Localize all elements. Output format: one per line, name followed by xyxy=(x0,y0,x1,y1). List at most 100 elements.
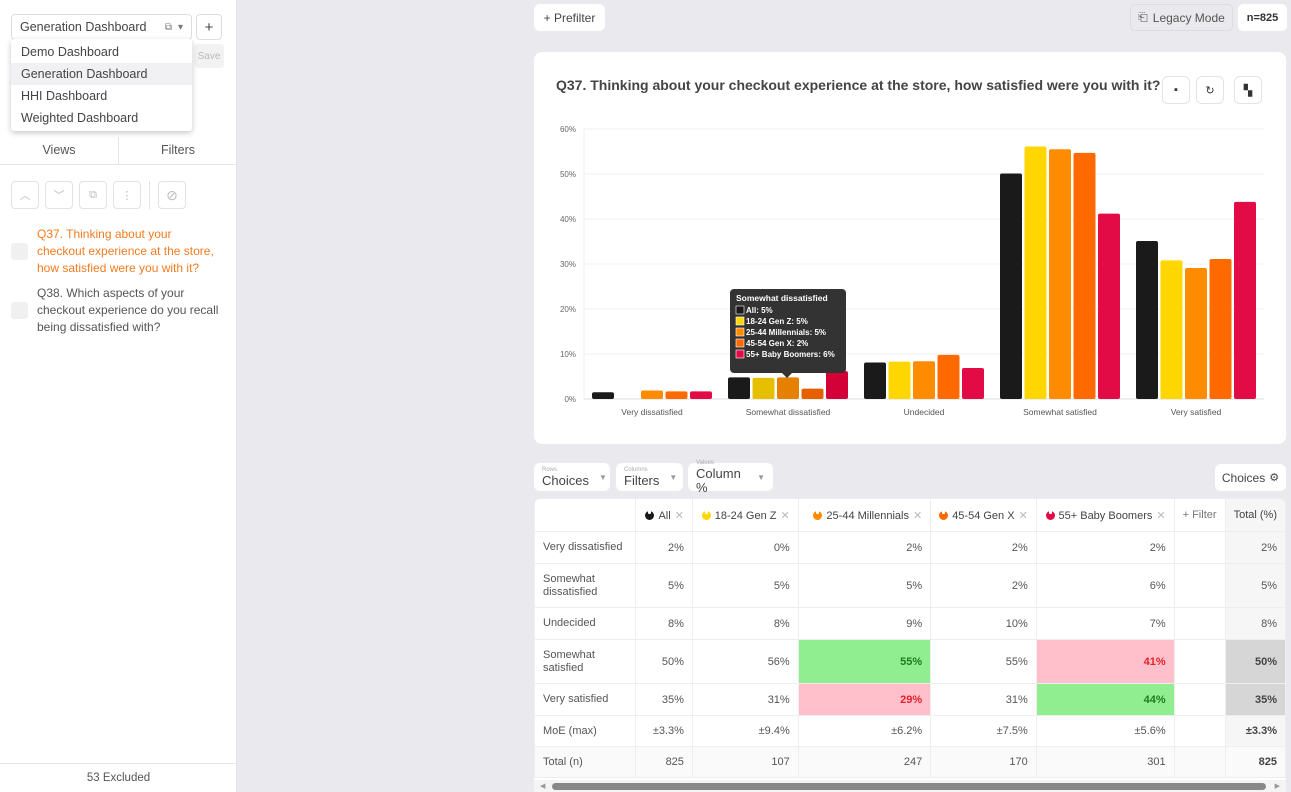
tooltip-swatch xyxy=(735,305,745,315)
column-header[interactable]: 18-24 Gen Z ✕ xyxy=(691,498,799,532)
tab-filters[interactable]: Filters xyxy=(160,143,196,157)
dashboard-option[interactable]: Demo Dashboard xyxy=(21,45,119,59)
column-header[interactable]: 45-54 Gen X ✕ xyxy=(930,498,1037,532)
row-label: Somewhat satisfied xyxy=(534,639,637,684)
remove-column-icon[interactable]: ✕ xyxy=(1018,509,1028,522)
table-cell: 41% xyxy=(1035,639,1175,684)
dashboard-option[interactable]: HHI Dashboard xyxy=(21,89,108,103)
dashboard-select[interactable]: Generation Dashboard ⧉ ▾ xyxy=(11,14,192,40)
remove-column-icon[interactable]: ✕ xyxy=(780,509,790,522)
crosstab-table: All ✕ 18-24 Gen Z ✕ 25-44 Millennials ✕ 45-54 … xyxy=(534,498,1286,778)
sidebar: Generation Dashboard ⧉ ▾ + Save Demo Das… xyxy=(0,0,237,792)
table-cell: ±9.4% xyxy=(691,715,799,747)
scroll-right-icon[interactable]: ▶ xyxy=(1274,783,1280,790)
caret-down-icon: ▼ xyxy=(757,472,765,482)
tooltip-arrow xyxy=(782,373,792,378)
rows-select[interactable]: Rows Choices ▼ xyxy=(534,463,610,491)
dashboard-option[interactable]: Weighted Dashboard xyxy=(21,111,139,125)
row-label: Somewhat dissatisfied xyxy=(534,563,637,608)
total-cell: ±3.3% xyxy=(1224,715,1286,747)
column-header-label: 18-24 Gen Z xyxy=(714,509,777,522)
bar-all xyxy=(1136,241,1158,399)
question-item-q38[interactable]: Q38. Which aspects of your checkout expe… xyxy=(11,285,222,336)
copy-icon[interactable]: ⧉ xyxy=(164,21,172,33)
table-cell: 2% xyxy=(930,563,1037,608)
bar-all xyxy=(728,377,750,399)
x-tick-label: Very satisfied xyxy=(1171,407,1222,417)
table-cell: ±3.3% xyxy=(635,715,693,747)
total-cell: 5% xyxy=(1224,563,1286,608)
question-checkbox[interactable] xyxy=(11,302,28,319)
row-label: Total (n) xyxy=(534,746,637,778)
remove-column-icon[interactable]: ✕ xyxy=(674,509,684,522)
crosstab-table-container: All ✕ 18-24 Gen Z ✕ 25-44 Millennials ✕ 45-54 … xyxy=(534,498,1286,792)
comment-button[interactable]: ▪ xyxy=(1162,76,1190,104)
table-cell: 56% xyxy=(691,639,799,684)
caret-down-icon: ▼ xyxy=(598,472,607,482)
row-label: MoE (max) xyxy=(534,715,637,747)
tooltip-swatch xyxy=(735,316,745,326)
question-checkbox[interactable] xyxy=(11,243,28,260)
tooltip-swatch xyxy=(735,338,745,348)
bar-all xyxy=(1000,173,1022,399)
dashboard-option[interactable]: Generation Dashboard xyxy=(11,63,192,85)
bar-18-24-gen-z xyxy=(752,377,775,399)
bar-55-baby-boomers xyxy=(1234,201,1256,399)
y-tick-label: 20% xyxy=(560,305,576,314)
tooltip-line: All: 5% xyxy=(746,306,773,315)
legacy-mode-button[interactable]: ⎗ Legacy Mode xyxy=(1130,4,1233,31)
table-cell: 31% xyxy=(930,683,1037,716)
horizontal-scrollbar[interactable]: ◀ ▶ xyxy=(534,780,1286,792)
values-select[interactable]: Values Column % ▼ xyxy=(688,460,773,494)
dashboard-dropdown: Demo Dashboard Generation Dashboard HHI … xyxy=(11,39,192,131)
x-tick-label: Very dissatisfied xyxy=(621,407,683,417)
remove-column-icon[interactable]: ✕ xyxy=(1156,509,1166,522)
tooltip-swatch xyxy=(735,349,745,359)
x-tick-label: Undecided xyxy=(904,407,945,417)
column-header[interactable]: 55+ Baby Boomers ✕ xyxy=(1035,498,1175,532)
save-button[interactable]: Save xyxy=(194,44,224,68)
comment-icon: ▪ xyxy=(1174,84,1178,96)
row-label: Undecided xyxy=(534,607,637,640)
scroll-left-icon[interactable]: ◀ xyxy=(540,783,546,790)
columns-caption: Columns xyxy=(624,466,648,473)
table-cell: 44% xyxy=(1035,683,1175,716)
tooltip-line: 45-54 Gen X: 2% xyxy=(746,339,808,348)
bar-25-44-millennials xyxy=(913,361,935,399)
disable-button[interactable]: ⊘ xyxy=(158,181,186,209)
tooltip-title: Somewhat dissatisfied xyxy=(736,293,828,303)
bar-18-24-gen-z xyxy=(1160,260,1183,399)
question-label: Q38. Which aspects of your checkout expe… xyxy=(37,286,219,334)
layout-button[interactable]: ▚ xyxy=(1234,76,1262,104)
bar-55-baby-boomers xyxy=(962,367,984,399)
total-column-header: Total (%) xyxy=(1224,498,1286,532)
filter-spacer-cell xyxy=(1173,639,1226,684)
move-up-button[interactable]: ︿ xyxy=(11,181,39,209)
total-cell: 35% xyxy=(1224,683,1286,716)
rows-select-text: Rows Choices xyxy=(542,467,589,488)
column-header[interactable]: All ✕ xyxy=(635,498,693,532)
choices-label: Choices xyxy=(1221,470,1266,485)
column-header[interactable]: 25-44 Millennials ✕ xyxy=(797,498,932,532)
question-item-q37[interactable]: Q37. Thinking about your checkout experi… xyxy=(11,226,222,277)
remove-column-icon[interactable]: ✕ xyxy=(912,509,923,522)
add-filter-button[interactable]: + Filter xyxy=(1173,498,1226,532)
scrollbar-thumb[interactable] xyxy=(552,782,1266,790)
refresh-button[interactable]: ↻ xyxy=(1196,76,1224,104)
add-dashboard-button[interactable]: + xyxy=(196,14,222,40)
column-header-label: 55+ Baby Boomers xyxy=(1058,509,1153,522)
duplicate-button[interactable]: ⧉ xyxy=(79,181,107,209)
tab-views[interactable]: Views xyxy=(0,137,119,164)
excluded-count[interactable]: 53 Excluded xyxy=(0,763,237,792)
total-cell: 8% xyxy=(1224,607,1286,640)
table-cell: 55% xyxy=(930,639,1037,684)
columns-select[interactable]: Columns Filters ▼ xyxy=(616,463,683,491)
segment-icon xyxy=(645,509,655,520)
choices-settings-button[interactable]: Choices ⚙ xyxy=(1215,464,1286,491)
values-select-text: Values Column % xyxy=(696,460,747,495)
more-button[interactable]: ⋮ xyxy=(113,181,141,209)
move-down-button[interactable]: ﹀ xyxy=(45,181,73,209)
prefilter-button[interactable]: + Prefilter xyxy=(534,4,605,31)
rows-caption: Rows xyxy=(542,466,558,473)
